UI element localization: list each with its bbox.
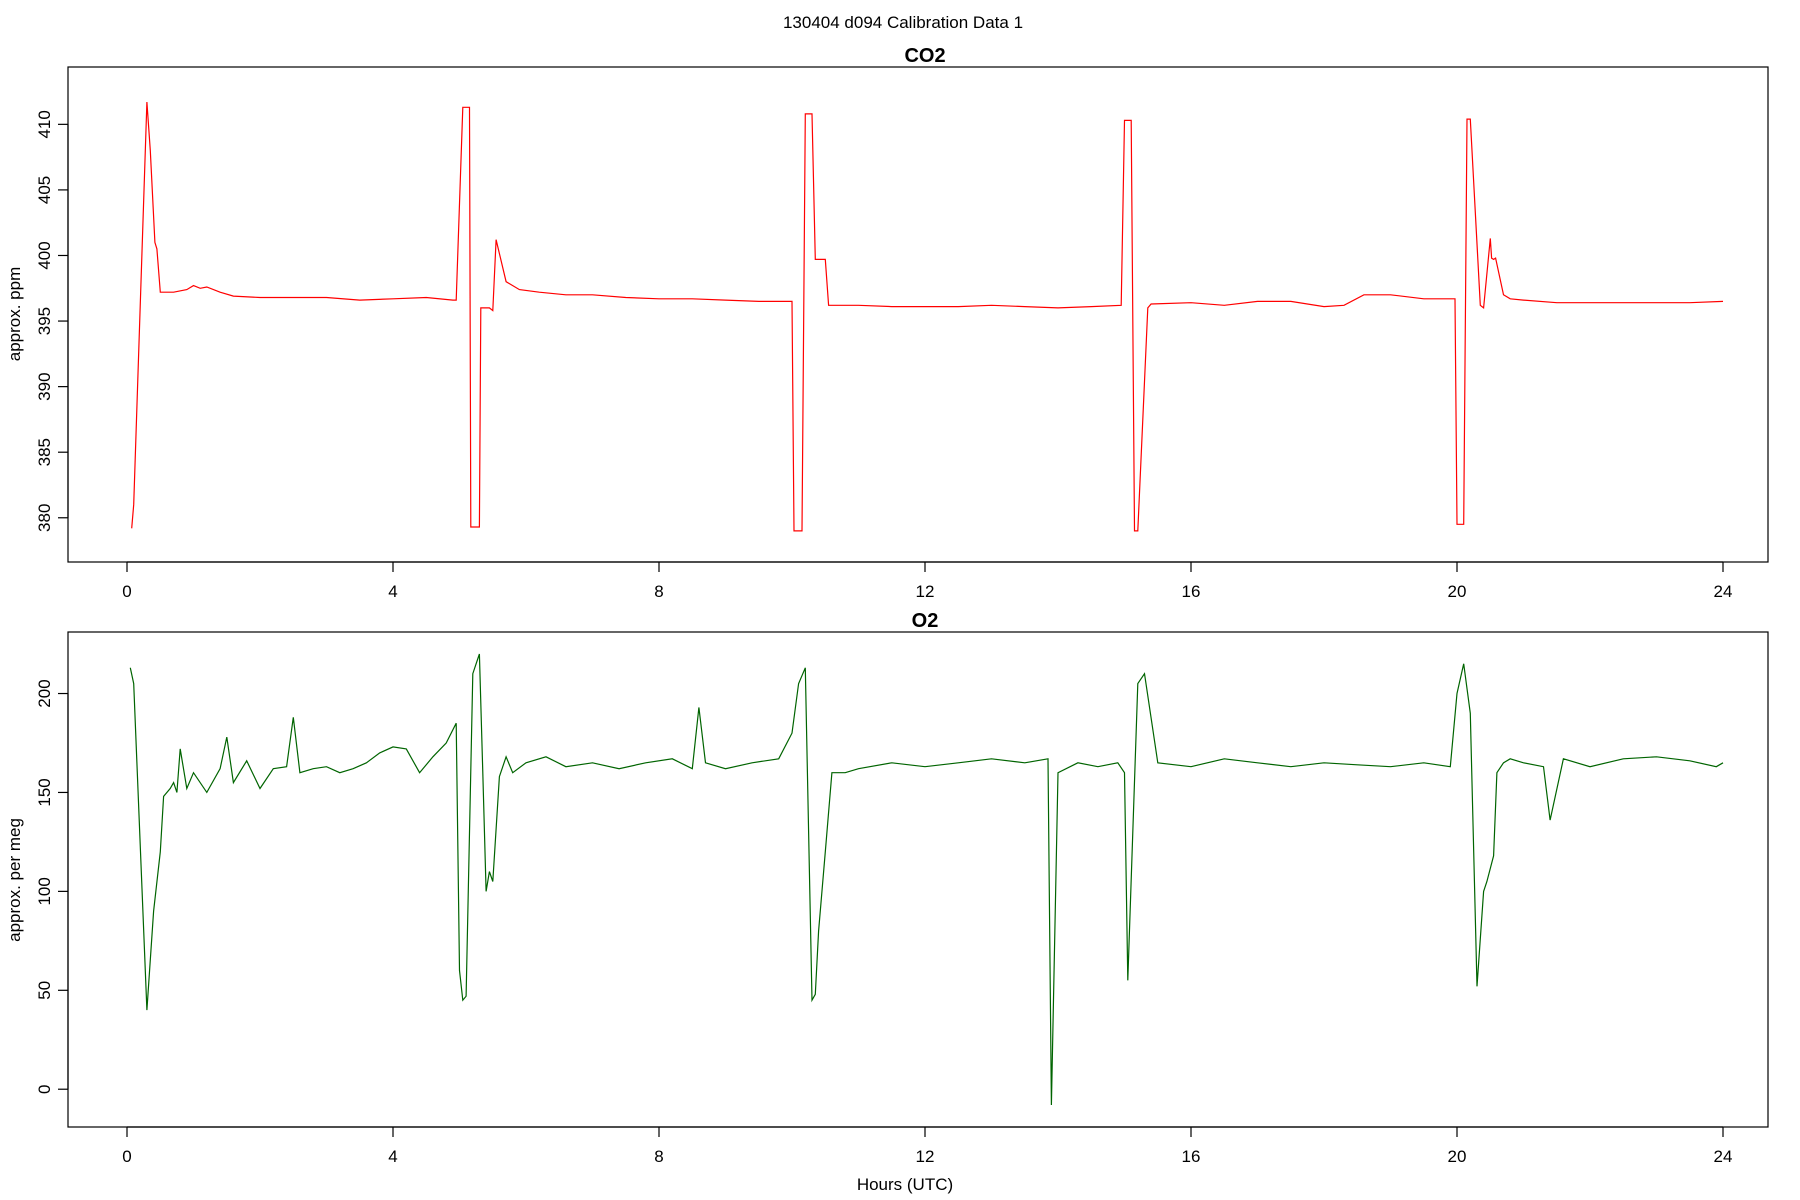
o2-x-axis-label: Hours (UTC)	[857, 1175, 953, 1194]
o2-y-tick-label: 100	[35, 877, 54, 905]
o2-series-line	[129, 653, 1724, 1106]
o2-x-axis: 0 4 8 12 16 20 24	[122, 1126, 1733, 1166]
co2-x-tick-label: 16	[1182, 582, 1201, 601]
o2-x-tick-label: 20	[1448, 1147, 1467, 1166]
o2-panel: O2 0 4 8 12 16 20 24 0 50 100 150 200 approx. per …	[5, 610, 1769, 1194]
o2-x-tick-label: 12	[916, 1147, 935, 1166]
o2-x-tick-label: 0	[122, 1147, 131, 1166]
co2-y-tick-label: 395	[35, 307, 54, 335]
o2-x-tick-label: 24	[1714, 1147, 1733, 1166]
o2-y-tick-label: 0	[35, 1084, 54, 1093]
o2-y-axis: 0 50 100 150 200	[35, 679, 69, 1094]
o2-y-tick-label: 200	[35, 679, 54, 707]
o2-y-tick-label: 50	[35, 981, 54, 1000]
o2-x-tick-label: 16	[1182, 1147, 1201, 1166]
co2-x-tick-label: 20	[1448, 582, 1467, 601]
o2-y-axis-label: approx. per meg	[5, 818, 24, 942]
co2-panel-title: CO2	[904, 45, 945, 67]
co2-series-line	[131, 101, 1724, 532]
co2-y-axis: 380 385 390 395 400 405 410	[35, 110, 69, 532]
co2-x-axis: 0 4 8 12 16 20 24	[122, 561, 1733, 601]
co2-y-tick-label: 405	[35, 176, 54, 204]
co2-panel: CO2 0 4 8 12 16 20 24 380 385 390 395 400 405 410 ap…	[5, 45, 1769, 601]
o2-plot-frame	[67, 631, 1769, 1128]
co2-y-tick-label: 385	[35, 438, 54, 466]
o2-y-tick-label: 150	[35, 778, 54, 806]
co2-x-tick-label: 8	[654, 582, 663, 601]
o2-x-tick-label: 8	[654, 1147, 663, 1166]
o2-x-tick-label: 4	[388, 1147, 397, 1166]
co2-x-tick-label: 4	[388, 582, 397, 601]
co2-y-tick-label: 390	[35, 372, 54, 400]
co2-y-axis-label: approx. ppm	[5, 267, 24, 362]
co2-y-tick-label: 380	[35, 504, 54, 532]
co2-y-tick-label: 410	[35, 110, 54, 138]
co2-x-tick-label: 0	[122, 582, 131, 601]
co2-plot-frame	[67, 66, 1769, 563]
co2-x-tick-label: 24	[1714, 582, 1733, 601]
figure-super-title: 130404 d094 Calibration Data 1	[783, 13, 1023, 32]
o2-panel-title: O2	[912, 610, 939, 632]
co2-y-tick-label: 400	[35, 241, 54, 269]
co2-x-tick-label: 12	[916, 582, 935, 601]
